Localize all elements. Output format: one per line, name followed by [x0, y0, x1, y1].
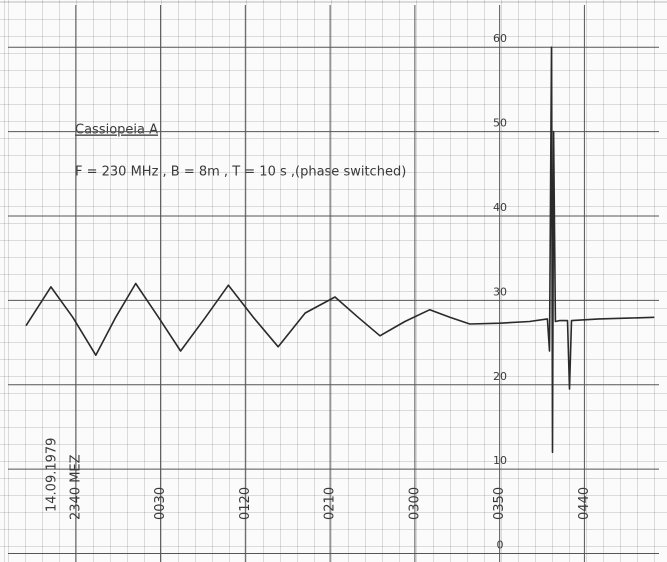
x-tick-label: 0440 [577, 487, 592, 520]
x-tick-label: 0300 [407, 487, 422, 520]
x-tick-label: 2340 MEZ [68, 454, 83, 520]
signal-trace [25, 46, 655, 454]
chart-title: Cassiopeia A [75, 123, 158, 138]
x-tick-label: 0210 [323, 487, 338, 520]
chart-subtitle: F = 230 MHz , B = 8m , T = 10 s ,(phase … [75, 165, 406, 180]
x-tick-label: 0030 [153, 487, 168, 520]
x-tick-label: 0350 [492, 487, 507, 520]
annotation: 14.09.1979 [45, 438, 60, 512]
x-tick-label: 0120 [238, 487, 253, 520]
